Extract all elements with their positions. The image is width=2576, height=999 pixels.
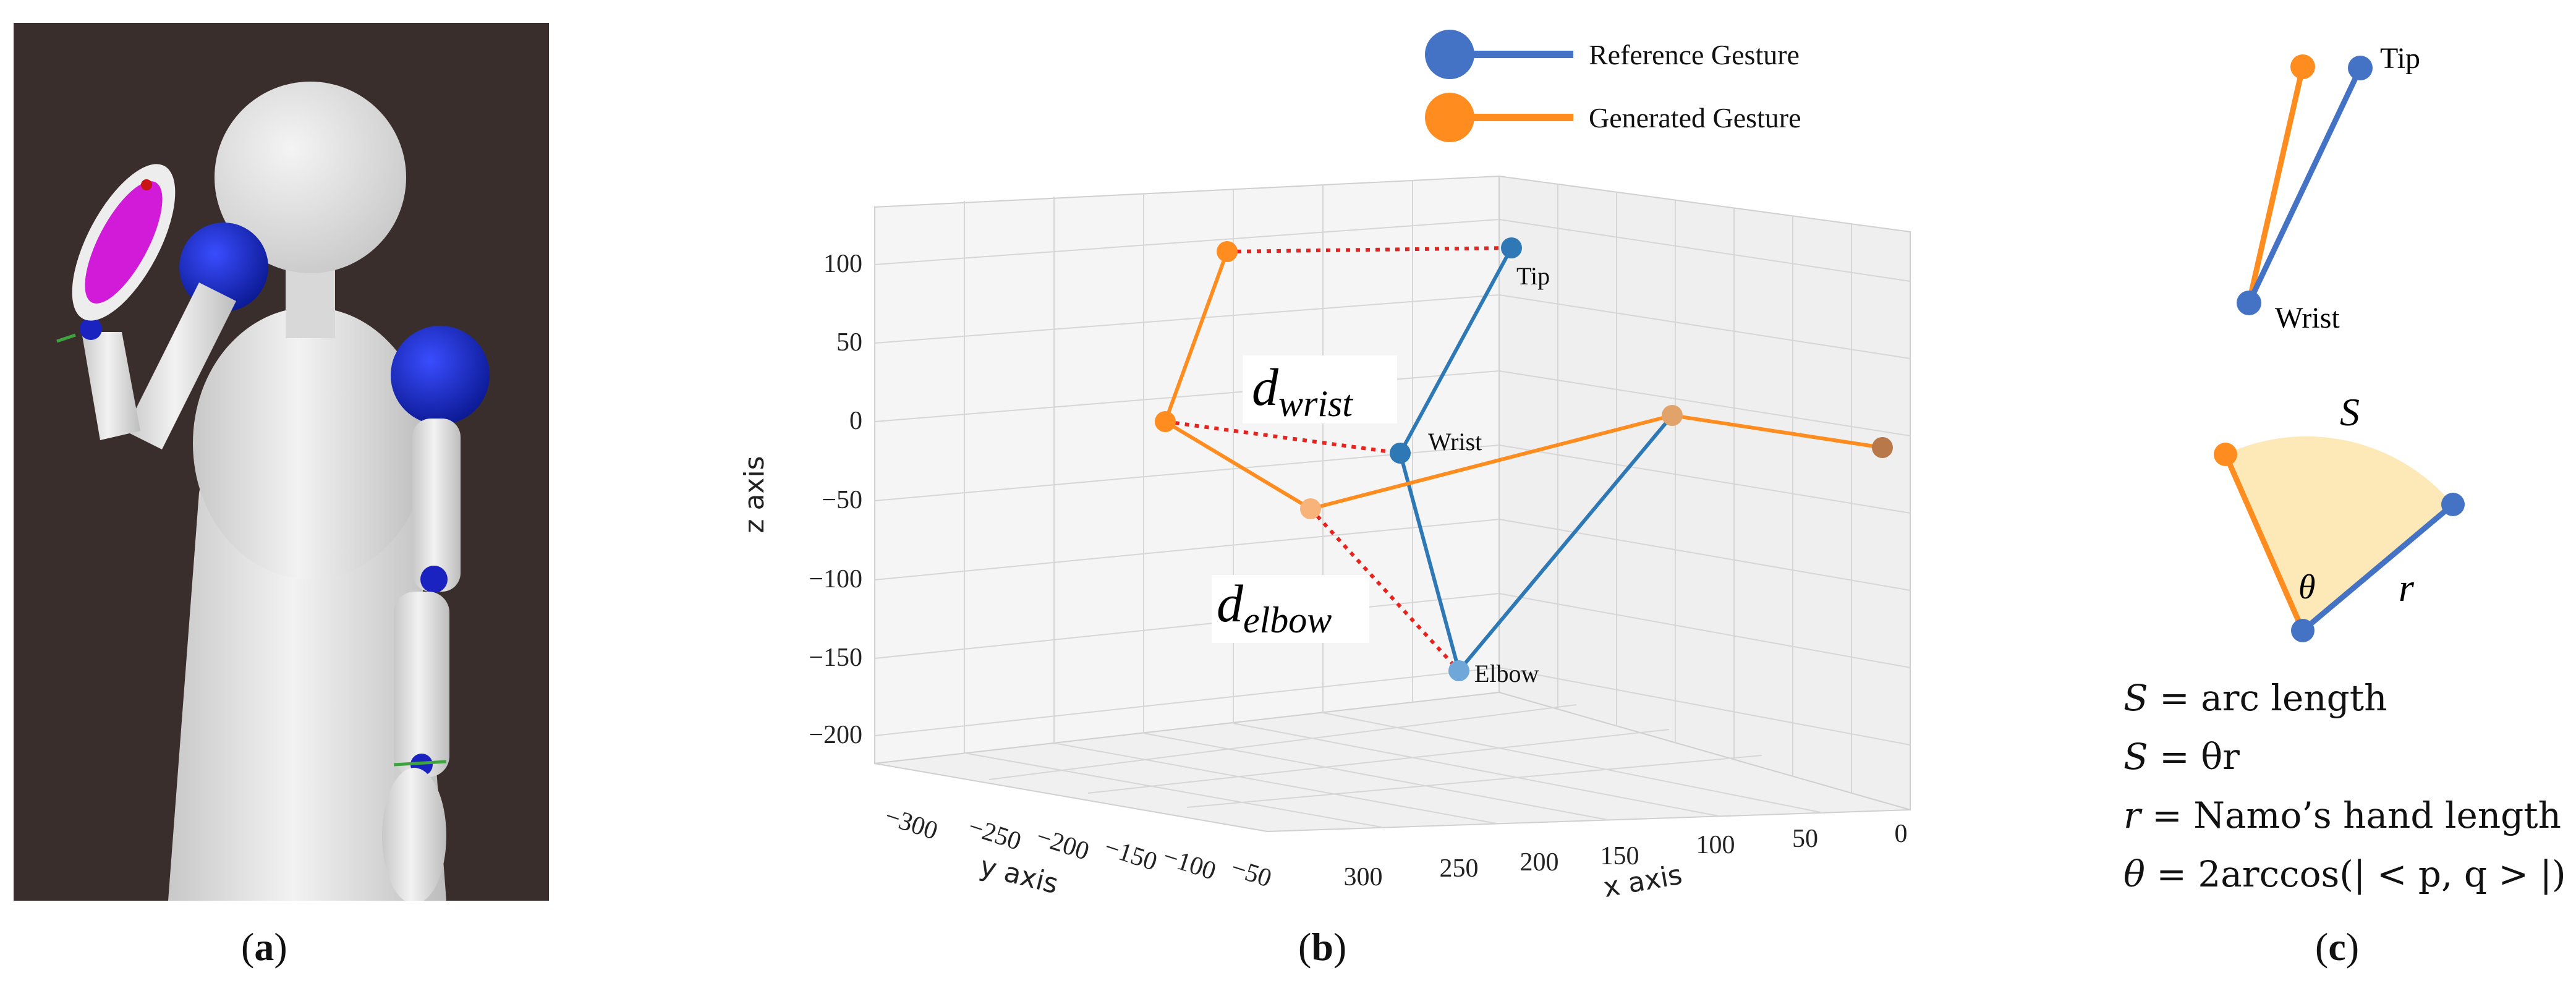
- theta-label: θ: [2298, 568, 2316, 606]
- equation-s-theta-r: S = θr: [2123, 736, 2240, 778]
- z-tick: −200: [809, 721, 862, 749]
- tip-error-line: [1226, 246, 1512, 253]
- legend-generated-label: Generated Gesture: [1589, 102, 1801, 134]
- arc-origin-point: [2291, 619, 2315, 642]
- elbow-error-line: [1309, 507, 1461, 673]
- y-tick: −250: [965, 812, 1025, 856]
- caption-b: (b): [1298, 925, 1347, 969]
- y-tick: −50: [1228, 854, 1275, 893]
- plot-gridlines: [874, 181, 1911, 828]
- z-tick: 0: [849, 407, 862, 435]
- d-wrist-label: dwrist: [1252, 357, 1353, 424]
- y-tick: −200: [1033, 822, 1093, 866]
- x-tick: 300: [1344, 863, 1383, 891]
- z-tick-labels: 100 50 0 −50 −100 −150 −200: [809, 250, 862, 749]
- reference-elbow-point: [1448, 660, 1469, 681]
- arc-s-label: S: [2340, 390, 2360, 434]
- c-reference-tip: [2348, 56, 2373, 80]
- arc-length-diagram: S θ r: [2214, 390, 2465, 642]
- c-generated-line: [2246, 66, 2306, 304]
- reference-tip-point: [1501, 237, 1522, 258]
- quaternion-top-diagram: Tip Wrist: [2237, 42, 2420, 334]
- error-lines: [1165, 246, 1512, 673]
- z-axis-label: z axis: [739, 456, 770, 533]
- x-tick: 250: [1440, 854, 1479, 883]
- c-generated-tip: [2290, 54, 2315, 79]
- c-tip-label: Tip: [2380, 42, 2420, 75]
- x-tick: 0: [1895, 820, 1908, 848]
- z-tick: −150: [809, 644, 862, 672]
- legend-reference-label: Reference Gesture: [1589, 39, 1800, 70]
- d-elbow-label: delbow: [1217, 574, 1332, 640]
- x-tick: 100: [1696, 831, 1735, 859]
- arc-generated-point: [2214, 443, 2237, 466]
- y-axis-label: y axis: [977, 851, 1061, 900]
- c-reference-line: [2246, 67, 2363, 304]
- generated-end-point: [1872, 437, 1893, 458]
- arc-reference-line: [2301, 502, 2455, 633]
- equation-hand-length: r = Namo’s hand length: [2123, 794, 2561, 836]
- reference-wrist-point: [1390, 443, 1411, 464]
- z-tick: −100: [809, 565, 862, 593]
- x-tick-labels: 300 250 200 150 100 50 0: [1344, 820, 1908, 891]
- x-tick: 150: [1600, 842, 1639, 870]
- y-tick: −150: [1101, 833, 1161, 877]
- r-label: r: [2399, 566, 2415, 610]
- plot-floor-pane: [874, 691, 1911, 833]
- legend-reference-marker: [1425, 30, 1474, 79]
- y-tick: −100: [1160, 842, 1220, 886]
- plot-legend: Reference Gesture Generated Gesture: [1425, 30, 1801, 142]
- robot-render-image: [14, 23, 549, 904]
- c-wrist-label: Wrist: [2275, 302, 2340, 334]
- d-wrist-box: [1243, 355, 1397, 423]
- robot-render-panel: [14, 23, 549, 904]
- elbow-label: Elbow: [1474, 660, 1539, 687]
- legend-generated-marker: [1425, 93, 1474, 142]
- x-tick: 50: [1792, 825, 1818, 853]
- generated-wrist-point: [1155, 411, 1176, 432]
- generated-tip-point: [1217, 241, 1238, 262]
- shoulder-point: [1662, 405, 1683, 426]
- reference-gesture-line: [1398, 247, 1674, 675]
- arc-generated-line: [2222, 453, 2306, 632]
- z-tick: 50: [836, 328, 862, 357]
- caption-a: (a): [241, 925, 287, 969]
- equation-theta: θ = 2arccos(| < p, q > |): [2123, 853, 2566, 895]
- z-tick: 100: [823, 250, 862, 278]
- c-wrist-point: [2237, 291, 2261, 315]
- tip-label: Tip: [1516, 262, 1550, 290]
- x-tick: 200: [1520, 848, 1559, 877]
- d-elbow-box: [1212, 575, 1369, 643]
- wrist-label: Wrist: [1428, 428, 1482, 456]
- arc-reference-point: [2441, 493, 2465, 516]
- z-tick: −50: [822, 486, 862, 514]
- y-tick: −300: [882, 802, 942, 846]
- equation-arc-length: S = arc length: [2123, 677, 2387, 719]
- caption-c: (c): [2315, 925, 2360, 969]
- generated-elbow-point: [1300, 498, 1321, 519]
